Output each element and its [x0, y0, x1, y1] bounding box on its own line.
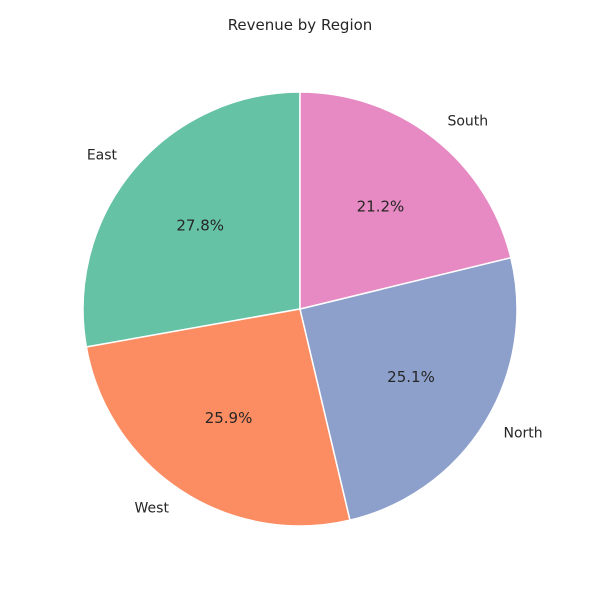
pie-labels: 27.8% East 25.9% West 25.1% North 21.2% South: [87, 113, 543, 516]
chart-title: Revenue by Region: [228, 16, 373, 34]
slice-percent-label: 25.1%: [387, 368, 435, 386]
pie-slice-east: [82, 91, 301, 348]
pie-slice-north: [299, 256, 518, 522]
slice-category-label: East: [87, 148, 118, 164]
slice-category-label: West: [135, 501, 170, 517]
pie-slices: [82, 91, 518, 527]
pie-slice-south: [299, 91, 512, 310]
slice-percent-label: 25.9%: [205, 409, 253, 427]
slice-percent-label: 21.2%: [357, 198, 405, 216]
pie-slice-west: [85, 308, 351, 527]
slice-percent-label: 27.8%: [176, 216, 224, 234]
slice-category-label: South: [447, 113, 488, 129]
slice-category-label: North: [504, 426, 543, 442]
